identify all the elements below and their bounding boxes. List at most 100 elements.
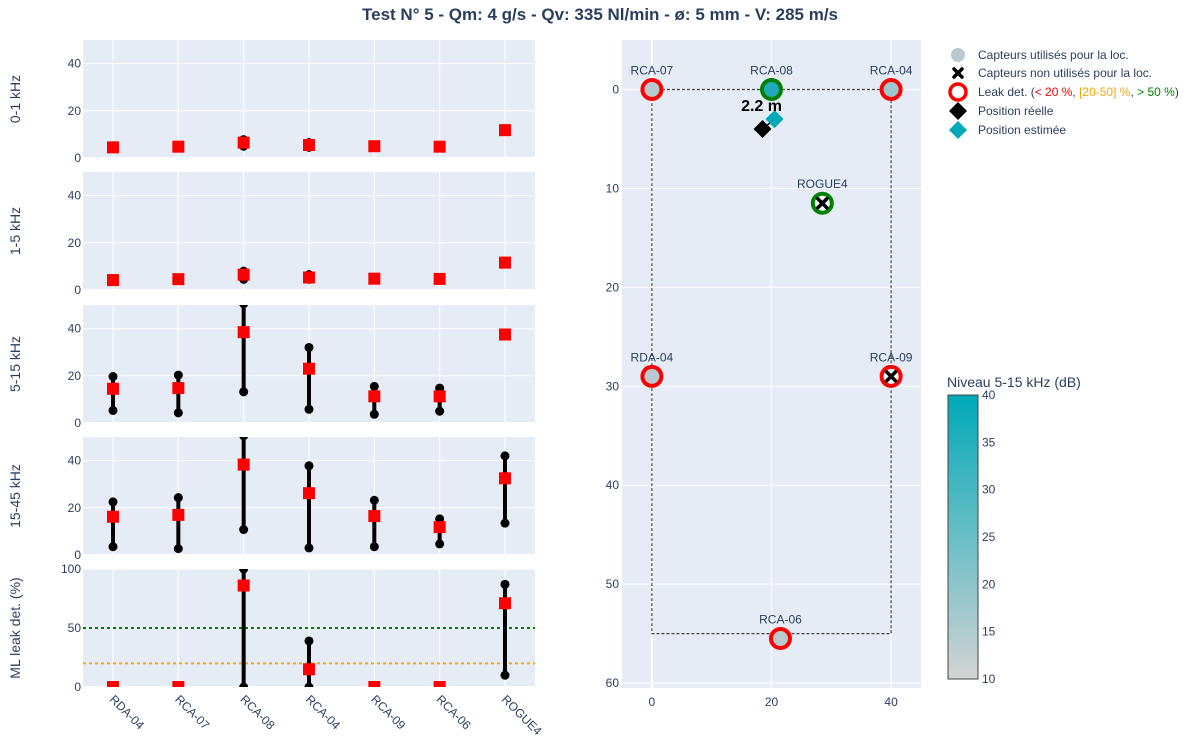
legend-leak-part-6: ) <box>1175 85 1179 99</box>
error-bar-high-point <box>239 569 249 574</box>
y-tick-label: 0 <box>74 548 81 562</box>
error-bar-high-point <box>239 437 249 441</box>
band-panel-4: 0 20 40 15-45 kHz <box>7 437 535 562</box>
y-tick-label: 50 <box>68 621 82 635</box>
colorbar: Niveau 5-15 kHz (dB) 10 15 20 25 30 35 40 <box>947 374 1081 686</box>
sensor-rca-04: RCA-04 <box>870 63 913 101</box>
map-y-tick-label: 40 <box>606 478 620 492</box>
error-bar-high-point <box>108 372 118 382</box>
map-y-tick-label: 10 <box>606 181 620 195</box>
panel-ylabel: 0-1 kHz <box>7 75 23 123</box>
y-tick-label: 20 <box>68 104 82 118</box>
error-bar-low-point <box>500 518 510 528</box>
error-bar-low-point <box>435 539 445 549</box>
data-point-rca-09 <box>368 272 381 285</box>
band-panel-2: 0 20 40 1-5 kHz <box>7 172 535 297</box>
legend-unused-label: Capteurs non utilisés pour la loc. <box>978 66 1152 80</box>
error-bar-low-point <box>500 670 510 680</box>
data-point-rca-08 <box>237 579 250 592</box>
y-tick-label: 100 <box>61 562 81 576</box>
y-tick-label: 0 <box>74 283 81 297</box>
sensor-marker <box>640 77 664 101</box>
data-point-rca-04 <box>302 487 315 500</box>
legend-leak-part-0: Leak det. ( <box>978 85 1035 99</box>
data-point-rca-04 <box>302 663 315 676</box>
map-y-tick-label: 20 <box>606 280 620 294</box>
data-point-rca-07 <box>172 508 185 521</box>
sensor-rca-09: RCA-09 <box>870 350 913 388</box>
legend-unused-symbol <box>952 67 964 79</box>
data-point-rca-07 <box>172 382 185 395</box>
error-bar-high-point <box>304 461 314 471</box>
band-panel-3: 0 20 40 5-15 kHz <box>7 305 535 430</box>
data-point-rda-04 <box>107 141 119 154</box>
y-tick-label: 40 <box>68 454 82 468</box>
data-point-rca-08 <box>237 458 250 471</box>
panel-marks <box>107 256 511 287</box>
estimated-position-marker <box>765 110 784 129</box>
data-point-rca-09 <box>368 510 381 523</box>
data-point-rca-04 <box>302 362 315 375</box>
y-tick-label: 40 <box>68 322 82 336</box>
colorbar-tick-label: 40 <box>982 388 996 402</box>
sensor-label: RCA-04 <box>870 63 913 77</box>
error-bar-low-point <box>304 682 314 687</box>
sensor-marker <box>768 627 792 651</box>
error-bar-high-point <box>304 636 314 646</box>
panel-marks <box>107 305 511 419</box>
sensor-rca-06: RCA-06 <box>759 613 802 651</box>
legend-used-label: Capteurs utilisés pour la loc. <box>978 48 1129 62</box>
error-bar-low-point <box>108 405 118 415</box>
sensor-marker <box>760 77 783 101</box>
data-point-rca-08 <box>237 268 250 281</box>
sensor-label: RCA-09 <box>870 350 913 364</box>
legend-estimated-symbol <box>949 121 967 139</box>
legend-real-label: Position réelle <box>978 104 1054 118</box>
y-tick-label: 0 <box>74 416 81 430</box>
distance-label: 2.2 m <box>741 98 782 115</box>
data-point-rca-07 <box>172 681 185 687</box>
y-tick-label: 0 <box>74 680 81 694</box>
error-bar-high-point <box>369 381 379 391</box>
data-point-rogue4 <box>498 256 511 269</box>
legend-leak-part-2: , <box>1072 85 1079 99</box>
legend-real-symbol <box>949 102 967 120</box>
error-bar-low-point <box>173 408 183 418</box>
data-point-rca-06 <box>433 521 446 534</box>
sensor-rca-08: RCA-08 <box>750 63 793 101</box>
legend: Capteurs utilisés pour la loc. Capteurs n… <box>948 48 1179 139</box>
error-bar-high-point <box>173 370 183 380</box>
panel-ylabel: ML leak det. (%) <box>7 577 23 678</box>
y-tick-label: 20 <box>68 501 82 515</box>
panel-marks <box>83 569 535 687</box>
data-point-rca-09 <box>368 390 381 403</box>
sensor-marker <box>640 364 664 388</box>
colorbar-tick-label: 25 <box>982 530 996 544</box>
error-bar-low-point <box>108 542 118 552</box>
data-point-rca-06 <box>433 140 446 153</box>
colorbar-tick-label: 30 <box>982 483 996 497</box>
legend-unused-symbol-stroke-b <box>952 67 964 79</box>
legend-leak-symbol <box>948 82 968 102</box>
map-y-tick-label: 50 <box>606 577 620 591</box>
legend-estimated-label: Position estimée <box>978 123 1066 137</box>
error-bar-high-point <box>435 383 445 393</box>
map-y-tick-label: 30 <box>606 379 620 393</box>
y-tick-label: 0 <box>74 151 81 165</box>
colorbar-tick-label: 20 <box>982 577 996 591</box>
colorbar-tick-label: 10 <box>982 672 996 686</box>
map-x-tick-label: 0 <box>649 695 656 709</box>
sensor-label: ROGUE4 <box>797 177 848 191</box>
legend-leak-label: Leak det. (< 20 %, [20-50] %, > 50 %) <box>978 85 1179 99</box>
error-bar-high-point <box>108 497 118 507</box>
sensor-unused-cross-stroke-b <box>884 370 898 383</box>
localization-map: 0 20 40 0 10 20 30 40 50 60 RCA-07 RCA-08 RCA-04 ROGU… <box>606 40 921 709</box>
sensor-label: RCA-06 <box>759 613 802 627</box>
legend-leak-part-3: [20-50] % <box>1079 85 1131 99</box>
map-y-tick-label: 0 <box>612 82 619 96</box>
colorbar-tick-label: 15 <box>982 625 996 639</box>
error-bar-low-point <box>369 542 379 552</box>
y-tick-label: 20 <box>68 236 82 250</box>
